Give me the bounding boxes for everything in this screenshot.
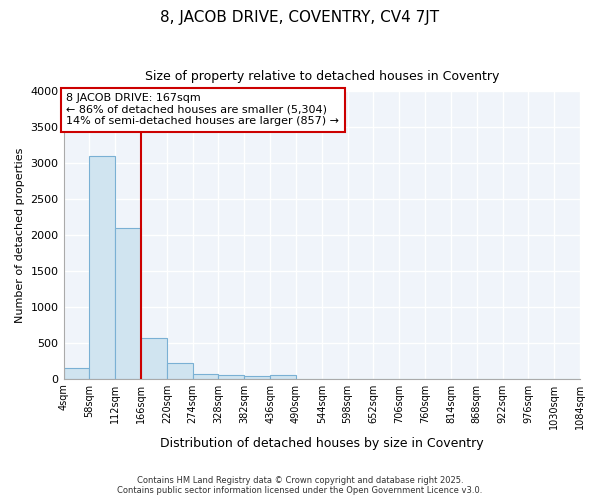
- Bar: [193, 374, 218, 378]
- Bar: [270, 374, 296, 378]
- X-axis label: Distribution of detached houses by size in Coventry: Distribution of detached houses by size …: [160, 437, 484, 450]
- Title: Size of property relative to detached houses in Coventry: Size of property relative to detached ho…: [145, 70, 499, 83]
- Bar: [218, 375, 244, 378]
- Bar: [141, 338, 167, 378]
- Y-axis label: Number of detached properties: Number of detached properties: [15, 147, 25, 322]
- Text: 8, JACOB DRIVE, COVENTRY, CV4 7JT: 8, JACOB DRIVE, COVENTRY, CV4 7JT: [160, 10, 440, 25]
- Text: 8 JACOB DRIVE: 167sqm
← 86% of detached houses are smaller (5,304)
14% of semi-d: 8 JACOB DRIVE: 167sqm ← 86% of detached …: [67, 94, 340, 126]
- Bar: [89, 156, 115, 378]
- Bar: [244, 376, 270, 378]
- Bar: [115, 228, 141, 378]
- Bar: [64, 368, 89, 378]
- Bar: [167, 363, 193, 378]
- Text: Contains HM Land Registry data © Crown copyright and database right 2025.
Contai: Contains HM Land Registry data © Crown c…: [118, 476, 482, 495]
